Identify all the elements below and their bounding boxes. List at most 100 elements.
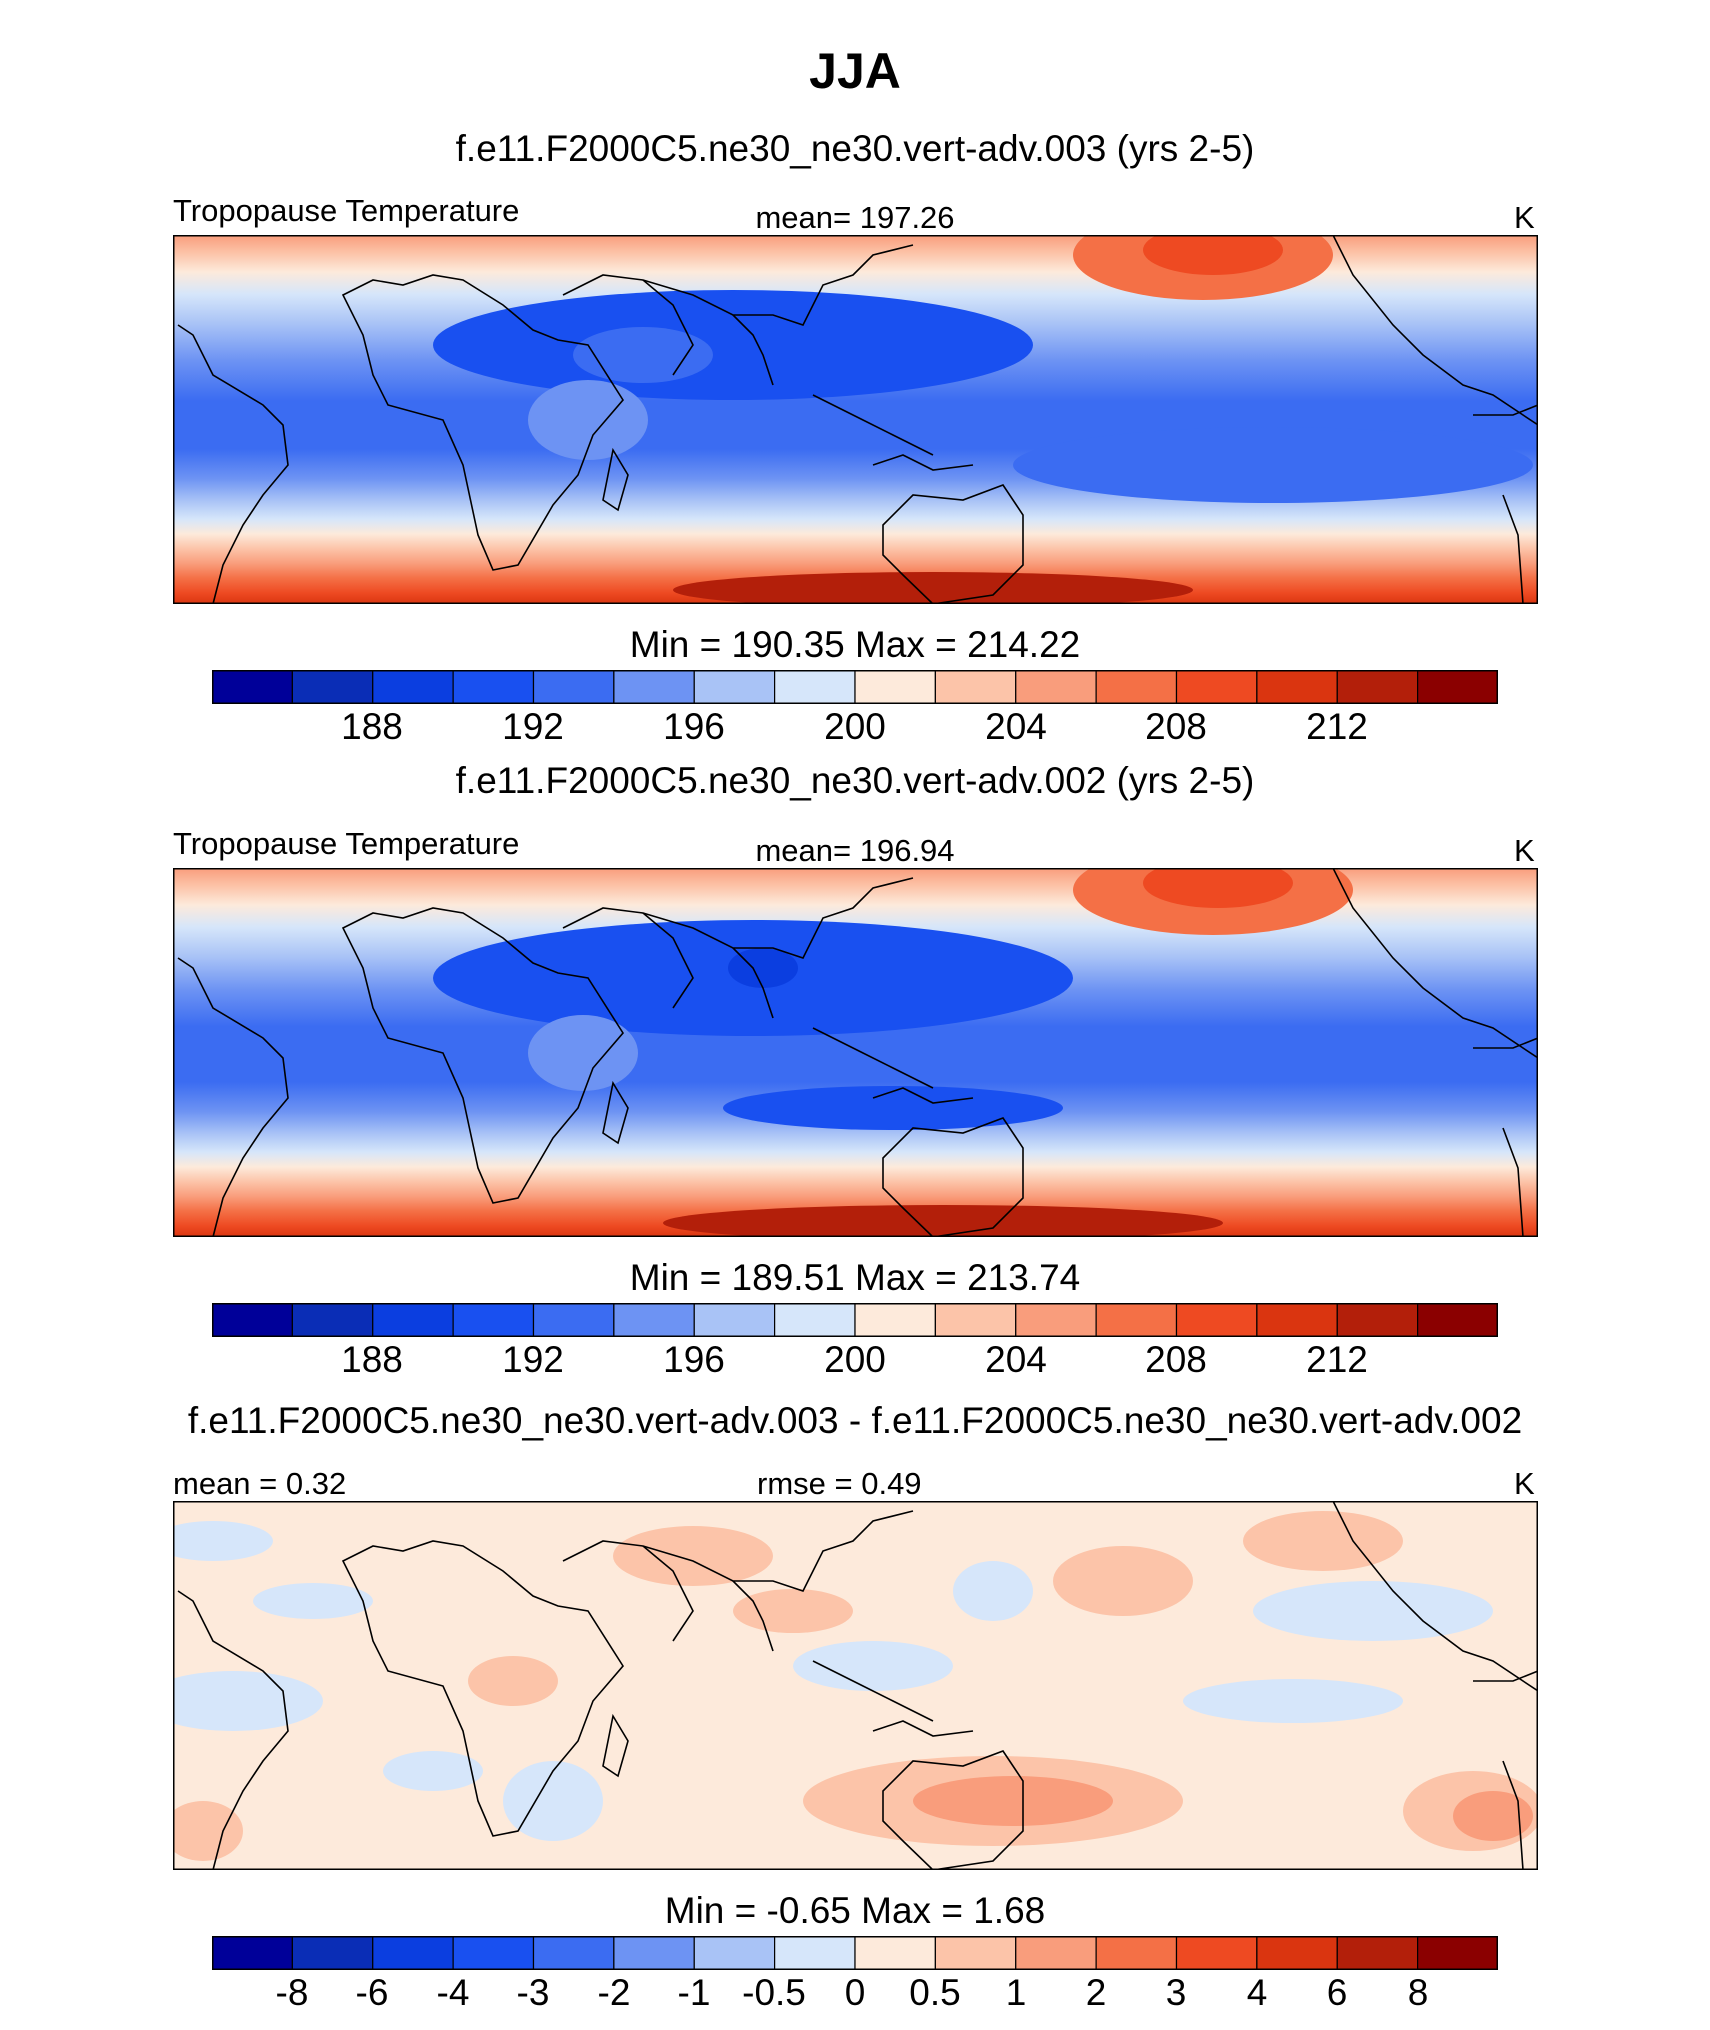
colorbar-bin — [452, 1303, 535, 1337]
panel-1-colorbar — [212, 670, 1498, 704]
panel-3-coastlines — [177, 1501, 1538, 1870]
colorbar-bin — [1256, 1936, 1338, 1970]
colorbar-bin — [212, 1936, 293, 1970]
colorbar-bin — [693, 1303, 776, 1337]
diff-negative-patch — [1183, 1679, 1403, 1723]
panel-2-cbar-tick: 204 — [985, 1339, 1047, 1380]
colorbar-bin — [774, 1936, 856, 1970]
diff-negative-patch — [953, 1561, 1033, 1621]
colorbar-border — [212, 670, 1498, 704]
colorbar-bin — [1015, 1936, 1097, 1970]
colorbar-bin — [1175, 1303, 1258, 1337]
panel-3-colorbar — [212, 1936, 1498, 1970]
colorbar-bin — [452, 670, 535, 704]
southern-cold-band — [723, 1086, 1063, 1130]
colorbar-bin — [291, 1936, 374, 1970]
pacific-warm-core — [1143, 235, 1283, 275]
panel-3-cbar-tick: -2 — [597, 1972, 631, 2013]
panel-2-mean-label: mean= 196.94 — [755, 833, 955, 868]
colorbar-bin — [532, 1936, 615, 1970]
panel-3-cbar-tick: 3 — [1165, 1972, 1187, 2013]
panel-2-units-label: K — [1514, 833, 1535, 868]
colorbar-bin — [854, 1303, 936, 1337]
panel-1-cbar-tick: 212 — [1306, 706, 1368, 747]
panel-3-cbar-tick: -8 — [275, 1972, 309, 2013]
panel-1-mean-label: mean= 197.26 — [755, 200, 955, 235]
panel-2-coastlines — [177, 868, 1538, 1237]
panel-3-cbar-tick: -6 — [355, 1972, 389, 2013]
colorbar-bin — [613, 1936, 695, 1970]
colorbar-border — [212, 1936, 1498, 1970]
colorbar-bin — [693, 1936, 776, 1970]
panel-3-case-title: f.e11.F2000C5.ne30_ne30.vert-adv.003 - f… — [187, 1400, 1523, 1441]
panel-3-cbar-tick: -4 — [436, 1972, 470, 2013]
colorbar-bin — [1095, 670, 1178, 704]
panel-3-rmse-label: rmse = 0.49 — [757, 1466, 922, 1501]
colorbar-bin — [1336, 670, 1419, 704]
colorbar-bin — [532, 1303, 615, 1337]
diff-positive-patch — [1053, 1546, 1193, 1616]
panel-2-cbar-tick: 188 — [341, 1339, 403, 1380]
diff-negative-patch — [503, 1761, 603, 1841]
panel-1-minmax: Min = 190.35 Max = 214.22 — [629, 624, 1081, 665]
panel-1-case-title: f.e11.F2000C5.ne30_ne30.vert-adv.003 (yr… — [455, 128, 1255, 169]
panel-3-cbar-tick: 8 — [1407, 1972, 1429, 2013]
colorbar-bin — [1336, 1303, 1419, 1337]
colorbar-bin — [1256, 1303, 1338, 1337]
southern-warm-band — [663, 1205, 1223, 1237]
figure-title: JJA — [809, 43, 901, 99]
colorbar-bin — [1256, 670, 1338, 704]
panel-3-units-label: K — [1514, 1466, 1535, 1501]
colorbar-bin — [291, 670, 374, 704]
diff-positive-patch — [1243, 1511, 1403, 1571]
panel-1-variable-label: Tropopause Temperature — [173, 193, 520, 228]
colorbar-bin — [452, 1936, 535, 1970]
panel-3-mean-label: mean = 0.32 — [173, 1466, 347, 1501]
colorbar-bin — [613, 1303, 695, 1337]
pacific-cold-band — [1013, 427, 1533, 503]
colorbar-bin — [934, 670, 1017, 704]
panel-2-cbar-tick: 200 — [824, 1339, 886, 1380]
colorbar-bin — [1336, 1936, 1419, 1970]
colorbar-bin — [1015, 1303, 1097, 1337]
panel-1-map — [173, 235, 1538, 604]
panel-1-cbar-tick: 204 — [985, 706, 1047, 747]
colorbar-bin — [212, 1303, 293, 1337]
panel-2-case-title: f.e11.F2000C5.ne30_ne30.vert-adv.002 (yr… — [455, 760, 1255, 801]
panel-1-cbar-tick: 196 — [663, 706, 725, 747]
panel-3-cbar-tick: 0.5 — [909, 1972, 961, 2013]
panel-3-cbar-tick: -0.5 — [742, 1972, 806, 2013]
panel-3-cbar-tick: -3 — [516, 1972, 550, 2013]
panel-1-units-label: K — [1514, 200, 1535, 235]
colorbar-bin — [774, 1303, 856, 1337]
colorbar-bin — [1417, 1936, 1498, 1970]
panel-2-cbar-tick: 208 — [1145, 1339, 1207, 1380]
panel-3-cbar-tick: 0 — [844, 1972, 866, 2013]
diff-positive-patch — [733, 1589, 853, 1633]
colorbar-bin — [1417, 670, 1498, 704]
arabian-region — [573, 327, 713, 383]
panel-2-cbar-tick: 196 — [663, 1339, 725, 1380]
colorbar-bin — [1095, 1936, 1178, 1970]
bay-of-bengal-cold-core — [728, 948, 798, 988]
colorbar-bin — [212, 670, 293, 704]
diff-negative-patch — [173, 1521, 273, 1561]
southern-warm-band — [673, 572, 1193, 604]
diff-negative-patch — [383, 1751, 483, 1791]
panel-2-colorbar — [212, 1303, 1498, 1337]
indian-ocean-warm-patch — [528, 380, 648, 460]
panel-3-map — [173, 1501, 1538, 1870]
diff-positive-patch — [468, 1656, 558, 1706]
colorbar-bin — [854, 670, 936, 704]
panel-2-cbar-tick: 212 — [1306, 1339, 1368, 1380]
colorbar-bin — [1417, 1303, 1498, 1337]
panel-3-cbar-tick: 1 — [1005, 1972, 1027, 2013]
colorbar-bin — [774, 670, 856, 704]
colorbar-bin — [934, 1936, 1017, 1970]
panel-1-cbar-tick: 200 — [824, 706, 886, 747]
colorbar-bin — [1015, 670, 1097, 704]
colorbar-bin — [693, 670, 776, 704]
panel-2-variable-label: Tropopause Temperature — [173, 826, 520, 861]
diff-positive-patch — [613, 1526, 773, 1586]
panel-2-cbar-tick: 192 — [502, 1339, 564, 1380]
